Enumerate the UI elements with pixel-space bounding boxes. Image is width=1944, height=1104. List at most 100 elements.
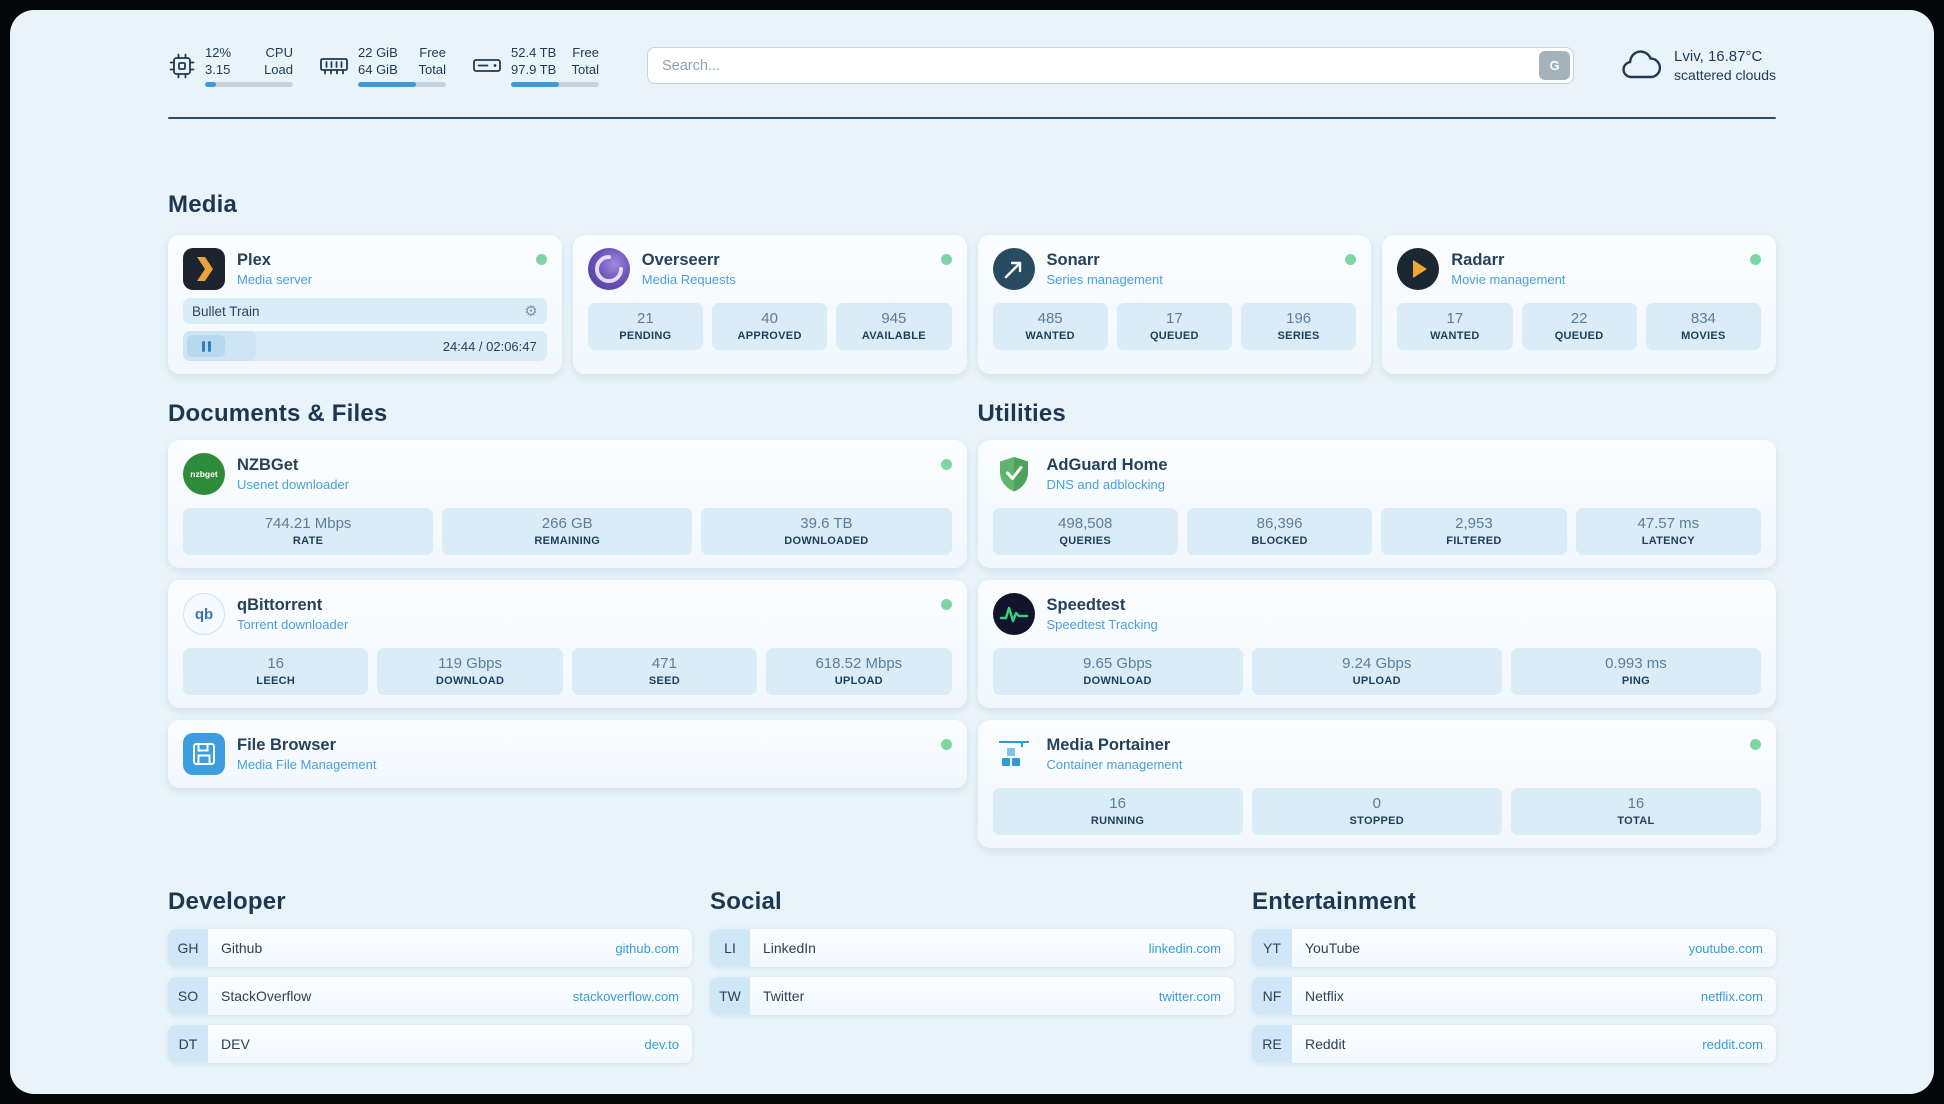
bookmark-url[interactable]: twitter.com (1158, 988, 1221, 1004)
qbittorrent-card[interactable]: qb qBittorrent Torrent downloader 16 LEE… (168, 580, 967, 708)
bookmark-url[interactable]: netflix.com (1700, 988, 1763, 1004)
stat: 266 GB REMAINING (442, 508, 693, 555)
disk-stat: 52.4 TB 97.9 TB Free Total (472, 44, 599, 87)
bookmark-dev[interactable]: DT DEV dev.to (168, 1025, 692, 1063)
ram-progress-bar (358, 82, 446, 87)
gear-icon[interactable]: ⚙ (524, 302, 538, 320)
adguard-card[interactable]: AdGuard Home DNS and adblocking 498,508 … (977, 440, 1776, 568)
speedtest-card[interactable]: Speedtest Speedtest Tracking 9.65 Gbps D… (977, 580, 1776, 708)
stackoverflow-icon: SO (168, 977, 208, 1015)
stat-value: 196 (1286, 310, 1312, 327)
stat-label: MOVIES (1681, 330, 1726, 342)
bookmark-netflix[interactable]: NF Netflix netflix.com (1252, 977, 1776, 1015)
bookmark-url[interactable]: github.com (615, 940, 679, 956)
bookmark-reddit[interactable]: RE Reddit reddit.com (1252, 1025, 1776, 1063)
bookmark-twitter[interactable]: TW Twitter twitter.com (710, 977, 1234, 1015)
stat-value: 2,953 (1455, 515, 1493, 532)
disk-progress-fill (511, 82, 559, 87)
github-icon: GH (168, 929, 208, 967)
documents-column: Documents & Files nzbget NZBGet Usenet d… (168, 400, 967, 788)
filebrowser-icon (183, 733, 225, 775)
bookmark-url[interactable]: dev.to (644, 1036, 679, 1052)
stat-label: SERIES (1277, 330, 1320, 342)
bookmark-url[interactable]: stackoverflow.com (572, 988, 679, 1004)
stat-label: WANTED (1025, 330, 1075, 342)
bookmark-youtube[interactable]: YT YouTube youtube.com (1252, 929, 1776, 967)
stat-label: WANTED (1430, 330, 1480, 342)
stat-value: 0.993 ms (1605, 655, 1667, 672)
stat-label: STOPPED (1349, 815, 1404, 827)
app-title: qBittorrent (237, 596, 323, 614)
bookmark-label: Reddit (1305, 1036, 1346, 1052)
dashboard: 12% 3.15 CPU Load (10, 10, 1934, 1094)
ram-total-label: Total (418, 62, 446, 77)
stat-value: 47.57 ms (1637, 515, 1700, 532)
stat-value: 21 (637, 310, 654, 327)
stat: 498,508 QUERIES (992, 508, 1178, 555)
stat-label: FILTERED (1446, 535, 1502, 547)
stat-value: 498,508 (1058, 515, 1113, 532)
stat-value: 0 (1372, 795, 1381, 812)
bookmark-url[interactable]: linkedin.com (1148, 940, 1221, 956)
stat-value: 9.24 Gbps (1342, 655, 1412, 672)
weather-text: Lviv, 16.87°C scattered clouds (1674, 48, 1776, 83)
radarr-card[interactable]: Radarr Movie management 17 WANTED 22 QUE… (1382, 235, 1776, 374)
bookmark-github[interactable]: GH Github github.com (168, 929, 692, 967)
filebrowser-meta: File Browser Media File Management (237, 735, 376, 773)
bookmark-stackoverflow[interactable]: SO StackOverflow stackoverflow.com (168, 977, 692, 1015)
search-engine-button[interactable]: G (1539, 51, 1571, 80)
plex-card-header: Plex Media server (183, 248, 547, 290)
sonarr-card[interactable]: Sonarr Series management 485 WANTED 17 Q… (977, 235, 1372, 374)
app-title: File Browser (237, 736, 337, 754)
nzbget-card[interactable]: nzbget NZBGet Usenet downloader 744.21 M… (168, 440, 967, 568)
stat: 47.57 ms LATENCY (1575, 508, 1761, 555)
sonarr-card-header: Sonarr Series management (992, 248, 1357, 290)
qbittorrent-card-header: qb qBittorrent Torrent downloader (183, 593, 952, 635)
stat: 16 TOTAL (1510, 788, 1761, 835)
bookmark-url[interactable]: reddit.com (1702, 1036, 1763, 1052)
app-subtitle: Series management (1046, 272, 1163, 287)
overseerr-meta: Overseerr Media Requests (642, 250, 736, 288)
twitter-icon: TW (710, 977, 750, 1015)
plex-icon (183, 248, 225, 290)
utilities-column: Utilities AdGuard Home (977, 400, 1776, 848)
filebrowser-card[interactable]: File Browser Media File Management (168, 720, 967, 788)
bookmark-url[interactable]: youtube.com (1688, 940, 1763, 956)
qbittorrent-meta: qBittorrent Torrent downloader (237, 595, 348, 633)
stat-label: DOWNLOAD (435, 675, 505, 687)
cpu-load-label: Load (264, 62, 293, 77)
overseerr-card[interactable]: Overseerr Media Requests 21 PENDING 40 A… (572, 235, 967, 374)
stat: 945 AVAILABLE (836, 303, 952, 350)
speedtest-card-header: Speedtest Speedtest Tracking (992, 593, 1762, 635)
stat-label: DOWNLOAD (1083, 675, 1152, 687)
disk-progress-bar (511, 82, 599, 87)
sonarr-icon (992, 248, 1035, 290)
stat: 40 APPROVED (712, 303, 828, 350)
stat: 196 SERIES (1241, 303, 1357, 350)
stat-value: 22 (1570, 310, 1588, 327)
app-subtitle: Torrent downloader (237, 617, 349, 632)
adguard-meta: AdGuard Home DNS and adblocking (1047, 455, 1168, 493)
pause-button[interactable] (187, 335, 225, 357)
stat-value: 9.65 Gbps (1082, 655, 1153, 672)
stat-value: 17 (1166, 310, 1183, 327)
plex-card[interactable]: Plex Media server Bullet Train ⚙ 24:44 /… (168, 235, 562, 374)
speedtest-icon (992, 593, 1035, 635)
bookmark-linkedin[interactable]: LI LinkedIn linkedin.com (710, 929, 1234, 967)
speedtest-meta: Speedtest Speedtest Tracking (1047, 595, 1158, 633)
search-bar: G (647, 47, 1575, 84)
ram-free-label: Free (419, 45, 446, 60)
portainer-card[interactable]: Media Portainer Container management 16 … (977, 720, 1776, 848)
social-section-title: Social (710, 888, 782, 915)
stat-value: 16 (267, 655, 285, 672)
stat-label: PING (1621, 675, 1650, 687)
stat: 86,396 BLOCKED (1186, 508, 1373, 555)
cpu-progress-fill (205, 82, 216, 87)
portainer-card-header: Media Portainer Container management (993, 733, 1761, 775)
stat-value: 16 (1627, 795, 1645, 812)
stat-row: 21 PENDING 40 APPROVED 945 AVAILABLE (587, 303, 952, 350)
app-title: Overseerr (641, 251, 720, 269)
stat-row: 498,508 QUERIES 86,396 BLOCKED 2,953 FIL… (992, 508, 1761, 555)
bookmark-label: Netflix (1305, 988, 1344, 1004)
search-input[interactable] (647, 47, 1575, 84)
